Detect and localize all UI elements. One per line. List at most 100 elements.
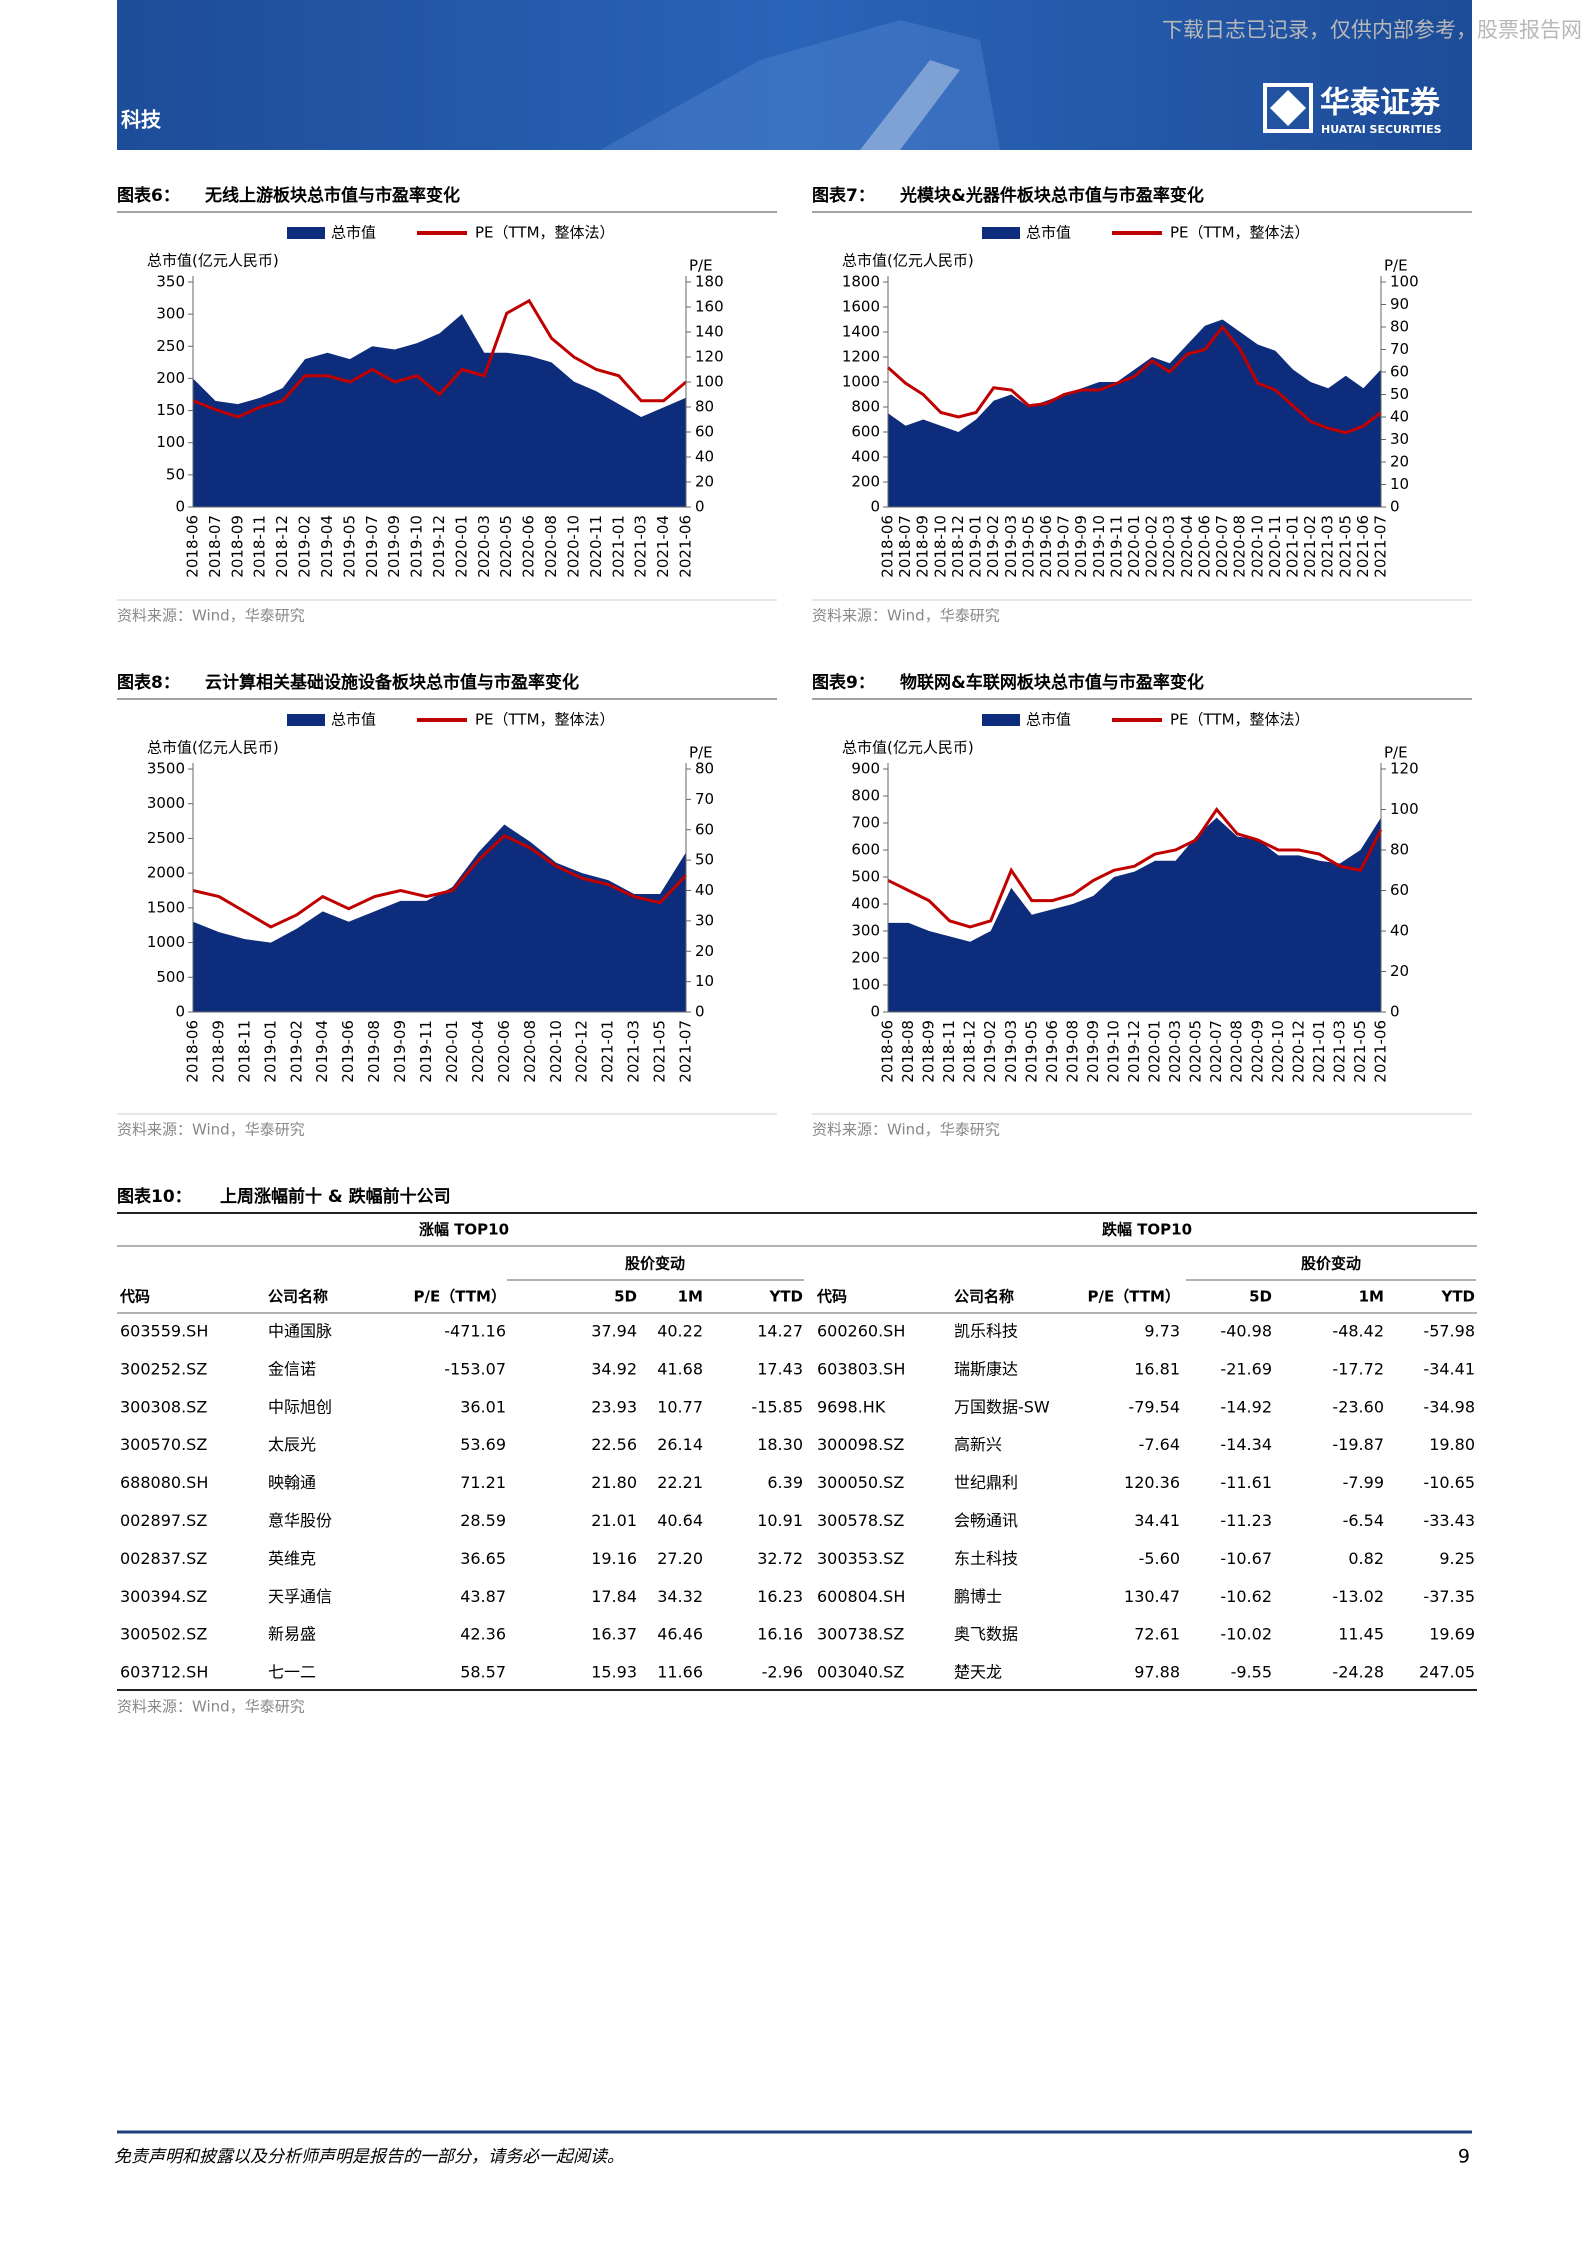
x-tick-label: 2020-10 xyxy=(547,1020,565,1083)
source: 资料来源：Wind，华泰研究 xyxy=(117,607,305,625)
chart-title: 光模块&光器件板块总市值与市盈率变化 xyxy=(899,185,1204,206)
y2-tick-label: 20 xyxy=(695,942,714,960)
y-tick-label: 200 xyxy=(156,369,185,387)
table-cell: 新易盛 xyxy=(268,1625,316,1644)
x-tick-label: 2018-09 xyxy=(920,1020,938,1083)
table-cell: -79.54 xyxy=(1128,1397,1180,1416)
table-cell: 9.25 xyxy=(1439,1549,1475,1568)
table-cell: 34.92 xyxy=(591,1359,637,1378)
table-cell: 10.91 xyxy=(757,1511,803,1530)
chart-label: 图表7： xyxy=(812,185,875,206)
y2-tick-label: 90 xyxy=(1390,295,1409,313)
x-tick-label: 2018-09 xyxy=(914,515,932,578)
table-cell: -11.23 xyxy=(1220,1511,1272,1530)
y2-tick-label: 100 xyxy=(695,373,724,391)
y2-tick-label: 30 xyxy=(1390,430,1409,448)
y2-tick-label: 160 xyxy=(695,298,724,316)
y-tick-label: 1800 xyxy=(842,273,880,291)
x-tick-label: 2020-01 xyxy=(1125,515,1143,578)
table-cell: 21.01 xyxy=(591,1511,637,1530)
x-tick-label: 2021-03 xyxy=(1319,515,1337,578)
x-tick-label: 2020-08 xyxy=(1231,515,1249,578)
table-cell: -57.98 xyxy=(1423,1322,1475,1341)
table-cell: 97.88 xyxy=(1134,1663,1180,1682)
y2-axis-label: P/E xyxy=(689,744,713,762)
table-cell: 72.61 xyxy=(1134,1625,1180,1644)
table-cell: 23.93 xyxy=(591,1397,637,1416)
x-tick-label: 2020-08 xyxy=(1228,1020,1246,1083)
x-tick-label: 2019-06 xyxy=(1043,1020,1061,1083)
table-cell: -10.65 xyxy=(1423,1473,1475,1492)
y2-tick-label: 180 xyxy=(695,273,724,291)
table-cell: 36.65 xyxy=(460,1549,506,1568)
y-tick-label: 50 xyxy=(166,465,185,483)
table-cell: 10.77 xyxy=(657,1397,703,1416)
section-name: 科技 xyxy=(121,108,162,132)
table-cell: 300252.SZ xyxy=(120,1359,207,1378)
column-header: P/E（TTM） xyxy=(1088,1288,1180,1306)
x-tick-label: 2019-06 xyxy=(339,1020,357,1083)
table-cell: -33.43 xyxy=(1423,1511,1475,1530)
y2-tick-label: 20 xyxy=(695,473,714,491)
table-cell: -34.41 xyxy=(1423,1359,1475,1378)
x-tick-label: 2021-01 xyxy=(599,1020,617,1083)
table-cell: 130.47 xyxy=(1124,1587,1180,1606)
y-tick-label: 0 xyxy=(175,498,185,516)
line xyxy=(192,834,688,929)
x-tick-label: 2019-08 xyxy=(1063,1020,1081,1083)
chart-label: 图表8： xyxy=(117,672,180,693)
table-cell: -14.34 xyxy=(1220,1435,1272,1454)
y2-tick-label: 40 xyxy=(695,448,714,466)
x-tick-label: 2019-10 xyxy=(408,515,426,578)
x-tick-label: 2020-08 xyxy=(521,1020,539,1083)
y-axis-label: 总市值(亿元人民币) xyxy=(147,739,279,757)
legend-swatch xyxy=(287,227,325,239)
table-cell: 300394.SZ xyxy=(120,1587,207,1606)
x-tick-label: 2021-07 xyxy=(1372,515,1390,578)
table-cell: 15.93 xyxy=(591,1663,637,1682)
y-tick-label: 250 xyxy=(156,337,185,355)
area xyxy=(193,824,686,1012)
x-tick-label: 2020-07 xyxy=(1213,515,1231,578)
x-tick-label: 2019-02 xyxy=(984,515,1002,578)
y2-tick-label: 10 xyxy=(1390,475,1409,493)
table-cell: 300353.SZ xyxy=(817,1549,904,1568)
y2-tick-label: 80 xyxy=(1390,841,1409,859)
x-tick-label: 2021-01 xyxy=(1310,1020,1328,1083)
table-cell: 19.16 xyxy=(591,1549,637,1568)
x-tick-label: 2020-05 xyxy=(1187,1020,1205,1083)
x-tick-label: 2020-03 xyxy=(1160,515,1178,578)
table-cell: 6.39 xyxy=(767,1473,803,1492)
table-cell: 意华股份 xyxy=(268,1511,332,1530)
y2-tick-label: 40 xyxy=(1390,408,1409,426)
y-axis-label: 总市值(亿元人民币) xyxy=(147,252,279,270)
y-tick-label: 600 xyxy=(851,423,880,441)
y-tick-label: 0 xyxy=(175,1003,185,1021)
table-cell: -19.87 xyxy=(1332,1435,1384,1454)
table-cell: 东土科技 xyxy=(954,1549,1018,1568)
table-cell: -24.28 xyxy=(1332,1663,1384,1682)
area xyxy=(888,319,1381,507)
x-tick-label: 2020-06 xyxy=(1195,515,1213,578)
header-band xyxy=(117,0,1472,150)
x-tick-label: 2019-09 xyxy=(385,515,403,578)
table-cell: 22.56 xyxy=(591,1435,637,1454)
legend-swatch xyxy=(982,227,1020,239)
y-tick-label: 200 xyxy=(851,473,880,491)
x-tick-label: 2018-06 xyxy=(879,1020,897,1083)
table-cell: -7.64 xyxy=(1139,1435,1180,1454)
column-header: 5D xyxy=(1249,1288,1272,1306)
table-cell: -10.62 xyxy=(1220,1587,1272,1606)
table-cell: 18.30 xyxy=(757,1435,803,1454)
y-tick-label: 3500 xyxy=(147,760,185,778)
table-cell: 0.82 xyxy=(1348,1549,1384,1568)
table-cell: 300308.SZ xyxy=(120,1397,207,1416)
y2-axis-label: P/E xyxy=(689,257,713,275)
y2-tick-label: 80 xyxy=(695,760,714,778)
chart-title: 物联网&车联网板块总市值与市盈率变化 xyxy=(900,672,1204,693)
table-cell: 603803.SH xyxy=(817,1359,905,1378)
table-cell: 003040.SZ xyxy=(817,1663,904,1682)
x-tick-label: 2020-07 xyxy=(1207,1020,1225,1083)
y2-tick-label: 140 xyxy=(695,323,724,341)
